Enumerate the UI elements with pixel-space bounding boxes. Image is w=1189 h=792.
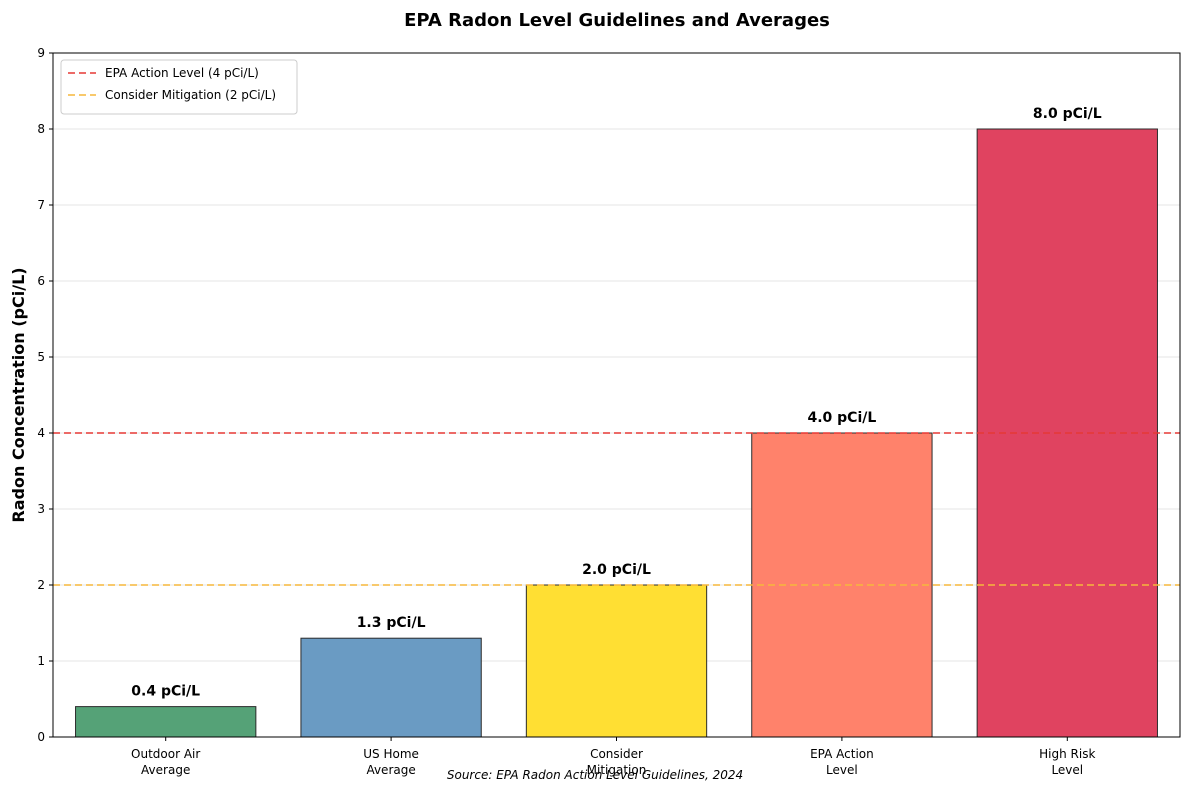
bar [75, 706, 257, 738]
x-tick-label-line: Mitigation [587, 763, 647, 777]
y-axis-label: Radon Concentration (pCi/L) [9, 267, 28, 522]
chart-title: EPA Radon Level Guidelines and Averages [404, 10, 830, 31]
y-tick-label: 2 [37, 578, 45, 592]
data-label: 8.0 pCi/L [1033, 106, 1102, 122]
legend-entry: Consider Mitigation (2 pCi/L) [105, 88, 276, 102]
data-label: 0.4 pCi/L [131, 684, 200, 700]
bar [525, 584, 708, 738]
legend-box [60, 59, 298, 115]
y-tick-label: 8 [37, 122, 45, 136]
x-tick-label: Outdoor Air Average [131, 747, 200, 777]
data-label: 1.3 pCi/L [357, 615, 426, 631]
x-tick-label-line: EPA Action [810, 747, 874, 761]
data-labels: 0.4 pCi/L 1.3 pCi/L 2.0 pCi/L 4.0 pCi/L 8.0 … [131, 106, 1101, 700]
x-tick-label: EPA Action Level [810, 747, 874, 777]
x-tick-label: Consider Mitigation [587, 747, 647, 777]
x-tick-label-line: Outdoor Air [131, 747, 200, 761]
y-tick-label: 4 [37, 426, 45, 440]
legend-entry: EPA Action Level (4 pCi/L) [105, 66, 259, 80]
reference-lines [53, 432, 1180, 586]
data-label: 4.0 pCi/L [807, 410, 876, 426]
x-tick-label-line: High Risk [1039, 747, 1095, 761]
x-tick-label-line: Level [826, 763, 858, 777]
bar [300, 637, 482, 738]
y-tick-label: 1 [37, 654, 45, 668]
legend: EPA Action Level (4 pCi/L) Consider Mitig… [60, 59, 298, 115]
y-tick-label: 9 [37, 46, 45, 60]
x-tick-label: High Risk Level [1039, 747, 1095, 777]
y-axis-ticks: 0 1 2 3 4 5 6 7 8 9 [37, 46, 53, 744]
y-tick-label: 6 [37, 274, 45, 288]
x-tick-label-line: Consider [590, 747, 643, 761]
y-tick-label: 0 [37, 730, 45, 744]
y-tick-label: 7 [37, 198, 45, 212]
x-tick-label-line: Average [141, 763, 190, 777]
y-tick-label: 3 [37, 502, 45, 516]
x-tick-label-line: US Home [363, 747, 419, 761]
data-label: 2.0 pCi/L [582, 562, 651, 578]
x-axis-ticks: Outdoor Air Average US Home Average Consider… [131, 737, 1095, 777]
x-tick-label: US Home Average [363, 747, 419, 777]
y-tick-label: 5 [37, 350, 45, 364]
bars [75, 128, 1158, 738]
x-tick-label-line: Average [366, 763, 415, 777]
source-note: Source: EPA Radon Action Level Guideline… [447, 768, 743, 782]
x-tick-label-line: Level [1051, 763, 1083, 777]
